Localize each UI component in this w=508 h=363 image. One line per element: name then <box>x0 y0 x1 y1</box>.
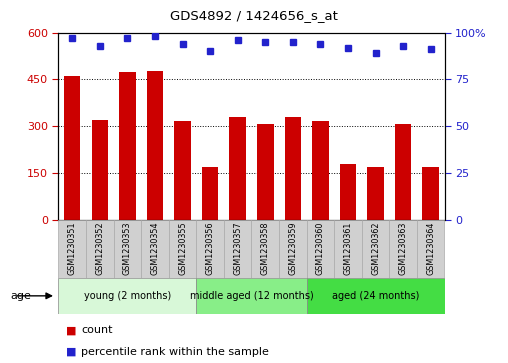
Text: GSM1230360: GSM1230360 <box>316 222 325 276</box>
Bar <box>340 164 356 220</box>
Bar <box>141 220 169 278</box>
Bar <box>395 124 411 220</box>
Bar <box>91 120 108 220</box>
Bar <box>114 220 141 278</box>
Text: GSM1230357: GSM1230357 <box>233 222 242 276</box>
Bar <box>251 220 279 278</box>
Bar <box>169 220 196 278</box>
Text: young (2 months): young (2 months) <box>84 291 171 301</box>
Bar <box>307 278 444 314</box>
Text: GSM1230362: GSM1230362 <box>371 222 380 276</box>
Bar <box>307 220 334 278</box>
Text: middle aged (12 months): middle aged (12 months) <box>189 291 313 301</box>
Text: GSM1230356: GSM1230356 <box>206 222 214 276</box>
Text: GSM1230358: GSM1230358 <box>261 222 270 276</box>
Bar <box>64 76 80 220</box>
Text: GSM1230359: GSM1230359 <box>289 222 297 276</box>
Bar <box>230 117 246 220</box>
Bar <box>86 220 114 278</box>
Text: GSM1230363: GSM1230363 <box>399 222 407 276</box>
Bar <box>174 122 191 220</box>
Text: ■: ■ <box>66 325 77 335</box>
Bar <box>334 220 362 278</box>
Bar <box>417 220 444 278</box>
Text: ■: ■ <box>66 347 77 357</box>
Bar <box>389 220 417 278</box>
Text: percentile rank within the sample: percentile rank within the sample <box>81 347 269 357</box>
Text: GSM1230353: GSM1230353 <box>123 222 132 276</box>
Text: GSM1230361: GSM1230361 <box>343 222 353 276</box>
Bar <box>196 220 224 278</box>
Bar <box>423 167 439 220</box>
Bar <box>257 124 273 220</box>
Bar <box>119 72 136 220</box>
Bar <box>58 220 86 278</box>
Bar <box>196 278 307 314</box>
Text: GSM1230354: GSM1230354 <box>150 222 160 276</box>
Bar <box>284 117 301 220</box>
Text: count: count <box>81 325 113 335</box>
Bar <box>362 220 389 278</box>
Text: aged (24 months): aged (24 months) <box>332 291 419 301</box>
Bar <box>367 167 384 220</box>
Text: GSM1230355: GSM1230355 <box>178 222 187 276</box>
Bar <box>147 71 163 220</box>
Text: GSM1230352: GSM1230352 <box>96 222 104 276</box>
Text: GSM1230364: GSM1230364 <box>426 222 435 276</box>
Bar <box>279 220 307 278</box>
Bar <box>202 167 218 220</box>
Text: age: age <box>10 291 31 301</box>
Text: GDS4892 / 1424656_s_at: GDS4892 / 1424656_s_at <box>170 9 338 22</box>
Bar <box>312 121 329 220</box>
Text: GSM1230351: GSM1230351 <box>68 222 77 276</box>
Bar <box>58 278 196 314</box>
Bar <box>224 220 251 278</box>
